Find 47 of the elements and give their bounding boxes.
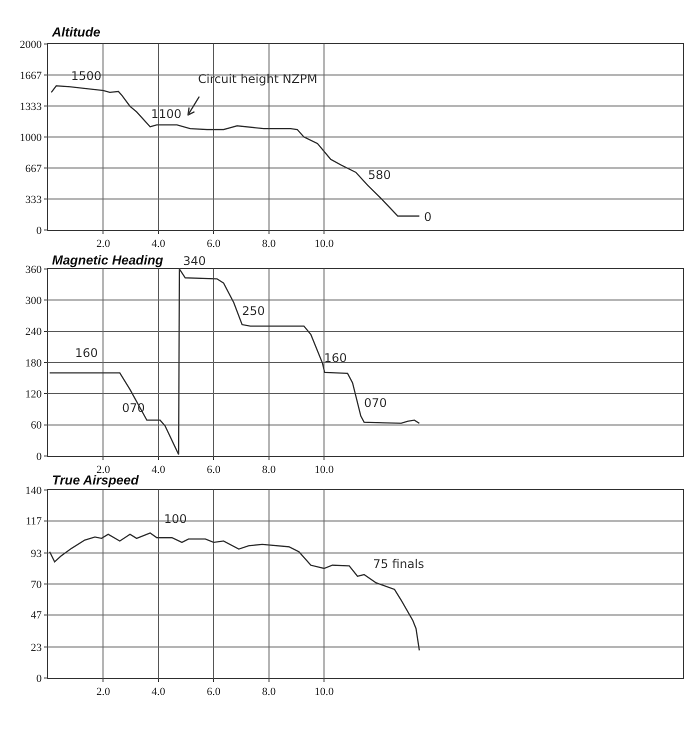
- y-tick-label: 70: [30, 578, 42, 591]
- y-tick-label: 120: [25, 388, 42, 401]
- x-tick-label: 10.0: [314, 686, 334, 698]
- x-tick-label: 8.0: [262, 238, 276, 250]
- chart-title: Altitude: [51, 24, 100, 40]
- x-tick-label: 4.0: [152, 686, 166, 698]
- y-tick-label: 1000: [20, 132, 42, 144]
- chart-title: Magnetic Heading: [52, 252, 164, 268]
- y-tick-label: 0: [36, 450, 42, 463]
- y-tick-label: 117: [26, 516, 42, 528]
- y-tick-label: 23: [30, 642, 42, 654]
- annotation: 160: [324, 351, 347, 365]
- y-tick-label: 47: [30, 610, 42, 622]
- x-tick-label: 6.0: [206, 686, 222, 698]
- y-tick-label: 140: [25, 484, 42, 497]
- x-tick-label: 10.0: [314, 464, 334, 476]
- x-tick-label: 8.0: [262, 464, 276, 476]
- y-tick-label: 0: [36, 224, 42, 237]
- y-tick-label: 93: [30, 548, 42, 560]
- y-tick-label: 180: [25, 357, 42, 370]
- annotation: 160: [75, 346, 98, 360]
- x-tick-label: 8.0: [262, 686, 276, 698]
- y-tick-label: 1667: [20, 70, 42, 82]
- text: 340: [183, 254, 206, 268]
- y-tick-label: 2000: [20, 38, 42, 51]
- annotation: 070: [364, 396, 387, 410]
- x-tick-label: 6.0: [206, 464, 222, 476]
- x-tick-label: 4.0: [152, 464, 166, 476]
- x-tick-label: 4.0: [152, 238, 166, 250]
- y-tick-label: 667: [25, 162, 42, 175]
- x-tick-label: 2.0: [96, 686, 111, 698]
- y-tick-label: 360: [25, 264, 42, 276]
- annotation: 580: [368, 168, 391, 182]
- y-tick-label: 300: [25, 295, 42, 308]
- annotation: 0: [424, 210, 432, 224]
- annotation: 250: [242, 304, 265, 318]
- y-tick-label: 333: [25, 194, 42, 206]
- y-tick-label: 240: [25, 326, 42, 338]
- x-tick-label: 10.0: [314, 238, 334, 250]
- line-series: [50, 85, 420, 217]
- x-tick-label: 6.0: [206, 238, 222, 250]
- y-tick-label: 60: [30, 420, 42, 432]
- y-tick-label: 1333: [20, 100, 42, 113]
- y-tick-label: 0: [36, 672, 42, 685]
- x-tick-label: 2.0: [96, 238, 111, 250]
- line-series: [49, 269, 420, 456]
- annotation: 75 finals: [373, 557, 424, 571]
